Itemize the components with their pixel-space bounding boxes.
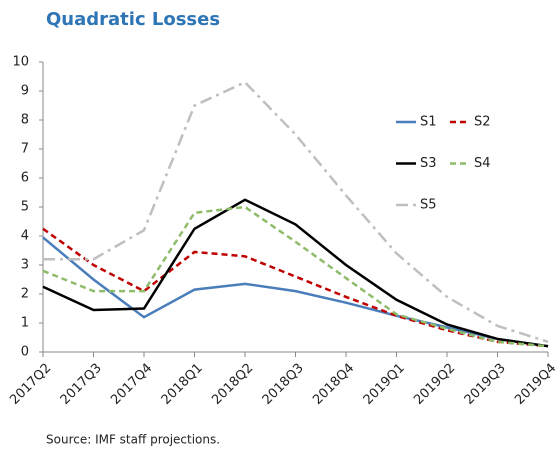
- x-tick-label: 2018Q4: [310, 361, 357, 408]
- x-tick-label: 2017Q4: [108, 361, 155, 408]
- x-tick-label: 2017Q3: [58, 361, 105, 408]
- legend-label: S4: [474, 156, 491, 171]
- y-tick-label: 8: [21, 113, 29, 128]
- legend-label: S5: [420, 198, 437, 213]
- legend-label: S1: [420, 115, 437, 130]
- chart-title: Quadratic Losses: [46, 9, 220, 30]
- x-tick-label: 2019Q4: [512, 361, 559, 408]
- series-line: [42, 198, 549, 348]
- y-tick-label: 0: [21, 345, 29, 360]
- x-tick-label: 2018Q1: [159, 361, 206, 408]
- y-tick-label: 2: [21, 287, 29, 302]
- series-line: [42, 227, 549, 348]
- y-tick-label: 9: [21, 84, 29, 99]
- x-tick-label: 2017Q2: [7, 361, 54, 408]
- series-line: [42, 236, 549, 348]
- x-tick-label: 2018Q3: [260, 361, 307, 408]
- y-tick-label: 5: [21, 200, 29, 215]
- legend-label: S2: [474, 115, 491, 130]
- source-note: Source: IMF staff projections.: [46, 433, 220, 447]
- y-tick-label: 4: [21, 229, 29, 244]
- y-tick-label: 6: [21, 171, 29, 186]
- y-tick-label: 3: [21, 258, 29, 273]
- series-line: [43, 80, 549, 344]
- legend-label: S3: [420, 156, 437, 171]
- y-tick-label: 10: [12, 55, 29, 70]
- x-tick-label: 2019Q2: [411, 361, 458, 408]
- y-tick-label: 7: [21, 142, 29, 157]
- y-tick-label: 1: [21, 316, 29, 331]
- x-tick-label: 2018Q2: [209, 361, 256, 408]
- x-tick-label: 2019Q3: [462, 361, 509, 408]
- x-tick-label: 2019Q1: [361, 361, 408, 408]
- series-line: [42, 205, 549, 348]
